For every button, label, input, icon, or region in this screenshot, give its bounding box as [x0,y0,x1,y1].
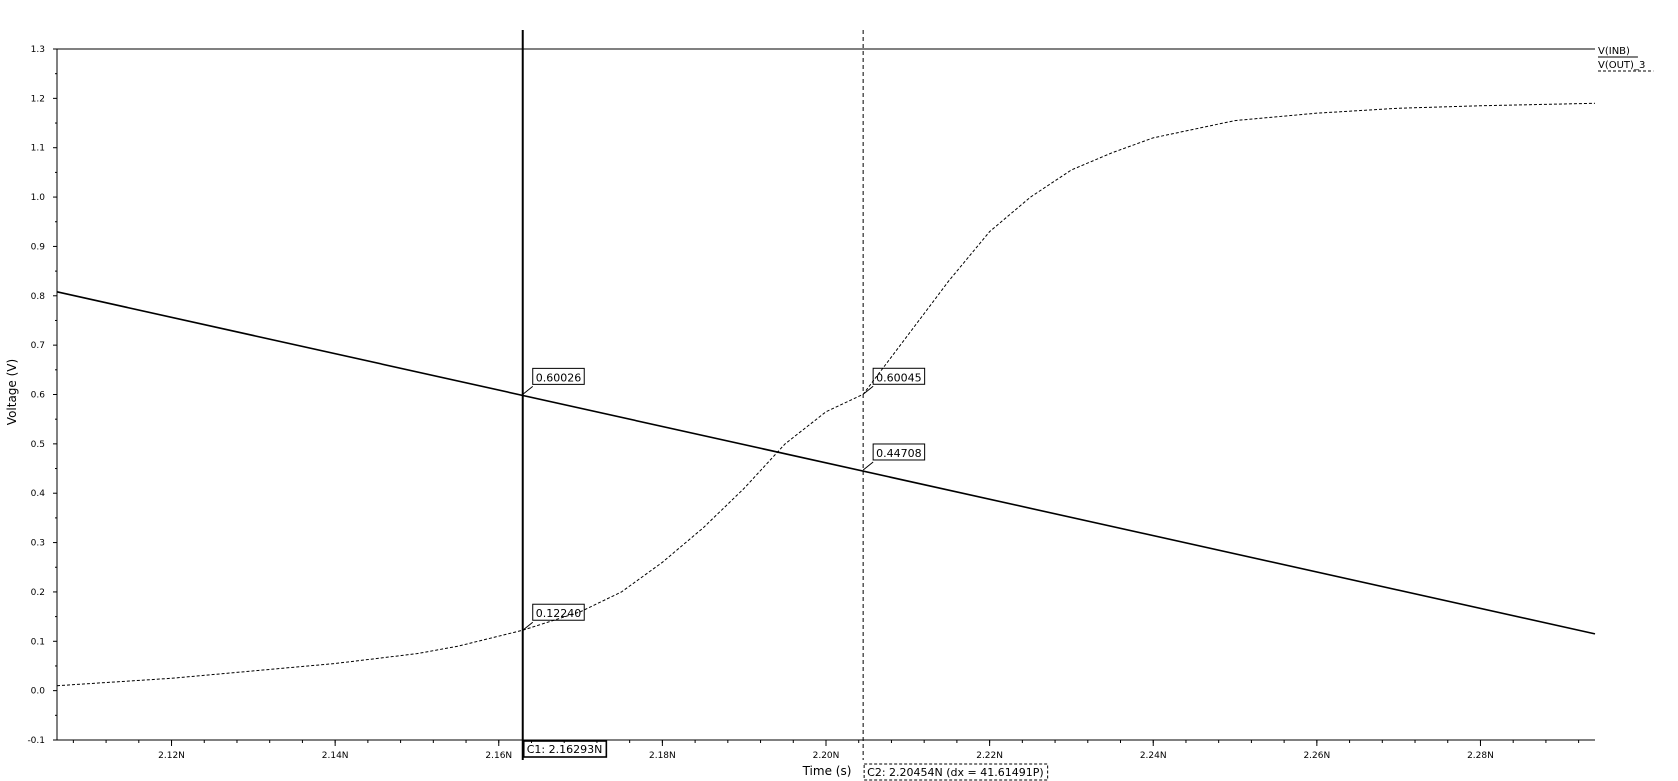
y-tick-label: 0.2 [31,588,45,598]
cursor-label-box-c2[interactable] [863,763,1049,781]
annotation-value: 0.12240 [536,607,582,620]
y-tick-label: 0.4 [31,489,46,499]
y-tick-label: 0.8 [31,292,46,302]
y-tick-label: 1.1 [31,144,45,154]
y-tick-label: 1.0 [31,193,46,203]
cursor-label-box-c1[interactable] [522,740,608,758]
annotation-box [532,367,585,385]
y-tick-label: 0.5 [31,440,45,450]
annotation-value: 0.44708 [876,447,922,460]
y-tick-label: 0.9 [31,242,46,252]
x-tick-label: 2.26N [1303,751,1330,761]
cursor-label-c2[interactable]: C2: 2.20454N (dx = 41.61491P) [867,766,1044,779]
legend-entry-2: V(OUT)_3 [1598,60,1645,71]
annotation-leader [522,621,534,631]
x-tick-label: 2.14N [322,751,349,761]
annotation-box [872,367,926,385]
cursor-layer[interactable]: C1: 2.16293N C2: 2.20454N (dx = 41.61491P… [521,30,1049,781]
y-tick-label: 0.6 [31,391,46,401]
y-tick-label: 0.7 [31,341,45,351]
x-tick-label: 2.16N [485,751,512,761]
x-tick-label: 2.12N [158,751,185,761]
cursor-label-c1[interactable]: C1: 2.16293N [527,743,603,756]
x-tick-label: 2.22N [976,751,1003,761]
series-line-2 [56,102,1596,687]
annotation-leader [522,385,534,395]
annotation-value: 0.60045 [876,371,922,384]
y-tick-label: -0.1 [27,736,45,746]
legend-entry-1: V(INB) [1598,46,1630,57]
x-tick-label: 2.24N [1140,751,1167,761]
annotation-value: 0.60026 [536,371,582,384]
annotation-layer: 0.60026 0.12240 0.60045 0.44708 [522,367,926,631]
annotation-leader [862,461,874,471]
y-tick-label: 0.0 [31,687,46,697]
annotation-box [872,443,926,461]
y-tick-label: 0.1 [31,637,45,647]
y-tick-label: 0.3 [31,539,45,549]
legend: V(INB) V(OUT)_3 [1598,46,1654,72]
series-line-1 [56,291,1596,635]
y-tick-label: 1.3 [31,45,45,55]
y-axis-label: Voltage (V) [5,359,19,425]
x-axis-label: Time (s) [802,764,852,778]
x-tick-label: 2.18N [649,751,676,761]
axes: -0.1 0.0 0.1 0.2 0.3 0.4 0.5 0.6 0.7 0.8 0.9 1.0 1.1… [27,45,1595,761]
x-tick-label: 2.28N [1467,751,1494,761]
series-layer [56,102,1596,687]
annotation-leader [862,385,874,395]
y-tick-label: 1.2 [31,94,45,104]
annotation-box [532,603,585,621]
x-tick-label: 2.20N [813,751,840,761]
